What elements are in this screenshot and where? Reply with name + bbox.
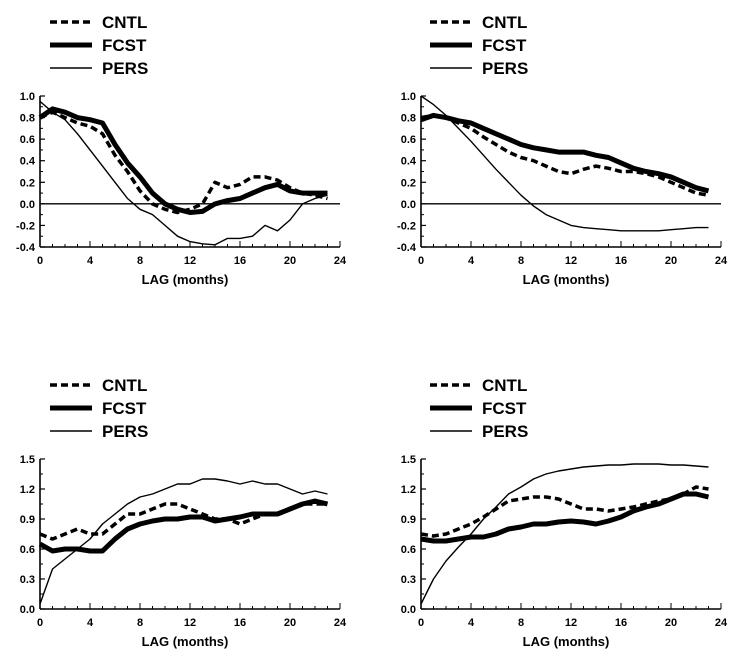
x-tick-label: 8 xyxy=(518,255,524,267)
y-tick-label: 0.0 xyxy=(401,604,416,616)
x-tick-label: 8 xyxy=(137,617,143,629)
series-line-pers xyxy=(420,463,709,605)
legend-label-fcst: FCST xyxy=(102,36,147,55)
x-axis-label: LAG (months) xyxy=(142,634,229,649)
y-tick-label: 0.0 xyxy=(20,199,35,211)
y-tick-label: 0.6 xyxy=(401,134,416,146)
legend-label-cntl: CNTL xyxy=(482,13,527,32)
series-line-fcst xyxy=(420,112,710,194)
x-tick-label: 24 xyxy=(715,255,728,267)
y-tick-label: 0.6 xyxy=(401,544,416,556)
x-tick-label: 20 xyxy=(665,255,677,267)
legend-label-cntl: CNTL xyxy=(102,13,147,32)
y-tick-label: 0.8 xyxy=(401,113,416,125)
x-tick-label: 0 xyxy=(418,255,424,267)
y-tick-label: 1.2 xyxy=(20,484,35,496)
series-line-pers xyxy=(39,100,328,246)
y-tick-label: 0.8 xyxy=(20,113,35,125)
x-tick-label: 12 xyxy=(565,617,577,629)
x-tick-label: 4 xyxy=(87,617,94,629)
x-tick-label: 0 xyxy=(418,617,424,629)
x-tick-label: 16 xyxy=(615,255,627,267)
series-line-fcst xyxy=(420,491,710,544)
x-tick-label: 12 xyxy=(184,255,196,267)
x-tick-label: 16 xyxy=(234,255,246,267)
x-tick-label: 8 xyxy=(518,617,524,629)
series-line-cntl xyxy=(420,113,709,197)
x-tick-label: 4 xyxy=(468,617,475,629)
legend-label-pers: PERS xyxy=(102,422,148,441)
x-tick-label: 24 xyxy=(334,617,347,629)
legend-label-cntl: CNTL xyxy=(102,376,147,395)
x-tick-label: 12 xyxy=(184,617,196,629)
x-tick-label: 24 xyxy=(715,617,728,629)
x-tick-label: 0 xyxy=(37,255,43,267)
chart-panel-bottom-right: 0.0 0.3 0.6 0.9 1.2 1.5 0 4 8 12 16 20 24 LAG (months… xyxy=(401,376,728,649)
x-tick-label: 12 xyxy=(565,255,577,267)
y-tick-label: 0.3 xyxy=(401,574,416,586)
series-line-cntl xyxy=(39,110,328,215)
y-tick-label: 0.0 xyxy=(401,199,416,211)
x-axis-label: LAG (months) xyxy=(523,272,610,287)
y-tick-label: 1.5 xyxy=(401,454,416,466)
x-axis-label: LAG (months) xyxy=(523,634,610,649)
legend-label-cntl: CNTL xyxy=(482,376,527,395)
series-line-pers xyxy=(39,478,328,605)
y-tick-label: -0.2 xyxy=(16,220,35,232)
x-axis-label: LAG (months) xyxy=(142,272,229,287)
y-tick-label: 1.0 xyxy=(20,91,35,103)
chart-panel-bottom-left: 0.0 0.3 0.6 0.9 1.2 1.5 0 4 8 12 16 20 24 LAG (months… xyxy=(20,376,347,649)
legend-label-pers: PERS xyxy=(482,422,528,441)
y-tick-label: 0.2 xyxy=(20,177,35,189)
legend-label-fcst: FCST xyxy=(482,36,527,55)
y-tick-label: 0.3 xyxy=(20,574,35,586)
legend-label-pers: PERS xyxy=(482,59,528,78)
y-tick-label: 1.5 xyxy=(20,454,35,466)
y-tick-label: 0.9 xyxy=(20,514,35,526)
y-tick-label: 1.0 xyxy=(401,91,416,103)
y-tick-label: 0.2 xyxy=(401,177,416,189)
x-tick-label: 20 xyxy=(284,617,296,629)
chart-panel-top-right: -0.4 -0.2 0.0 0.2 0.4 0.6 0.8 1.0 0 4 8 12 16 20 24 LAG… xyxy=(397,13,728,287)
x-tick-label: 24 xyxy=(334,255,347,267)
x-tick-label: 16 xyxy=(615,617,627,629)
chart-panel-top-left: -0.4 -0.2 0.0 0.2 0.4 0.6 0.8 1.0 0 4 8 12 16 20 24 LAG… xyxy=(16,13,347,287)
x-tick-label: 4 xyxy=(468,255,475,267)
legend-label-fcst: FCST xyxy=(102,399,147,418)
series-line-cntl xyxy=(420,485,709,538)
y-tick-label: 0.9 xyxy=(401,514,416,526)
x-tick-label: 4 xyxy=(87,255,94,267)
x-tick-label: 0 xyxy=(37,617,43,629)
x-tick-label: 8 xyxy=(137,255,143,267)
x-tick-label: 16 xyxy=(234,617,246,629)
y-tick-label: 0.4 xyxy=(20,156,36,168)
x-tick-label: 20 xyxy=(665,617,677,629)
y-tick-label: 0.6 xyxy=(20,544,35,556)
series-line-fcst xyxy=(38,106,328,215)
legend-label-pers: PERS xyxy=(102,59,148,78)
y-tick-label: 0.0 xyxy=(20,604,35,616)
y-tick-label: -0.4 xyxy=(16,242,36,254)
y-tick-label: 0.6 xyxy=(20,134,35,146)
y-tick-label: -0.4 xyxy=(397,242,417,254)
y-tick-label: 1.2 xyxy=(401,484,416,496)
x-tick-label: 20 xyxy=(284,255,296,267)
series-line-fcst xyxy=(38,498,329,554)
y-tick-label: 0.4 xyxy=(401,156,417,168)
legend-label-fcst: FCST xyxy=(482,399,527,418)
series-line-pers xyxy=(420,95,709,232)
y-tick-label: -0.2 xyxy=(397,220,416,232)
